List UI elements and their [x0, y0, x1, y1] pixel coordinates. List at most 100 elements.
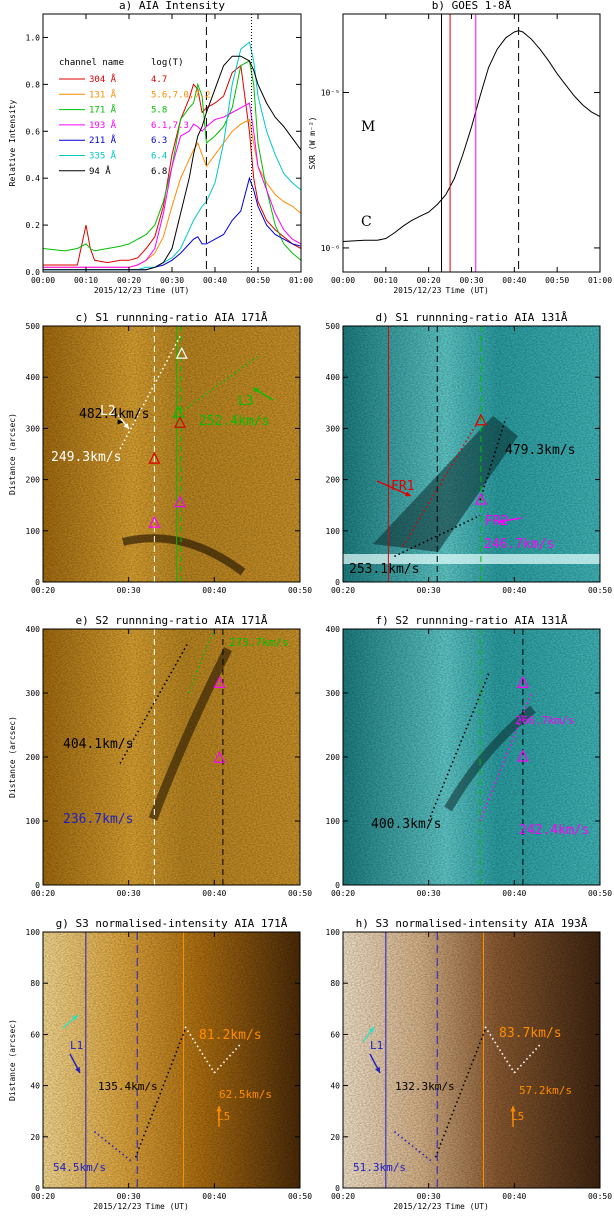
panel-title: c) S1 runnning-ratio AIA 171Å — [75, 311, 267, 324]
velocity-label: 246.7km/s — [484, 537, 554, 552]
arrow-head — [123, 423, 129, 429]
y-tick-label: 80 — [30, 979, 40, 988]
x-axis-label: Time (UT) — [146, 1202, 189, 1211]
velocity-label: 252.4km/s — [199, 414, 269, 429]
y-tick-label: 10⁻⁵ — [321, 89, 340, 98]
y-tick-label: 200 — [326, 753, 341, 762]
panel-title: b) GOES 1-8Å — [432, 0, 512, 12]
plot-frame — [42, 325, 301, 583]
y-tick-label: 400 — [326, 373, 341, 382]
x-tick-label: 00:50 — [246, 276, 270, 285]
y-tick-label: 0 — [335, 881, 340, 890]
x-axis-label: Time (UT) — [146, 286, 189, 295]
x-tick-label: 00:50 — [588, 586, 612, 595]
velocity-label: 236.7km/s — [63, 812, 133, 827]
triangle-marker — [516, 749, 529, 762]
dark-feature — [148, 646, 233, 821]
y-tick-label: 0 — [335, 578, 340, 587]
date-label: 2015/12/23 — [393, 1202, 441, 1211]
y-tick-label: 0 — [35, 881, 40, 890]
x-tick-label: 00:30 — [117, 1192, 141, 1201]
y-tick-label: 100 — [26, 527, 41, 536]
fit-dotted-line — [513, 1044, 541, 1074]
velocity-label: 479.3km/s — [505, 443, 575, 458]
legend-series-name: 335 Å — [89, 150, 117, 162]
date-label: 2015/12/23 — [94, 286, 142, 295]
velocity-label: 57.2km/s — [519, 1084, 572, 1097]
feature-label: FR1 — [391, 479, 414, 494]
fit-dotted-line — [434, 1028, 486, 1158]
series-line-3 — [43, 102, 302, 268]
arrow-head — [510, 1106, 516, 1112]
loop-label: L1 — [70, 1039, 83, 1052]
velocity-label: 62.5km/s — [219, 1088, 272, 1101]
velocity-label: 266.7km/s — [515, 714, 575, 727]
y-tick-label: 1.0 — [26, 33, 41, 42]
legend-series-logt: 6.1,7.3 — [151, 121, 189, 131]
triangle-marker — [474, 413, 487, 426]
velocity-label: 132.3km/s — [395, 1080, 455, 1093]
x-tick-label: 00:40 — [502, 1192, 526, 1201]
y-tick-label: 100 — [326, 817, 341, 826]
class-label-m: M — [361, 119, 375, 135]
triangle-marker — [516, 676, 529, 689]
y-tick-label: 0 — [335, 1184, 340, 1193]
legend-series-logt: 5.6,7.0,7.2 — [151, 90, 211, 100]
y-tick-label: 500 — [26, 322, 41, 331]
y-tick-label: 20 — [30, 1133, 40, 1142]
panel-title: e) S2 runnning-ratio AIA 171Å — [75, 614, 267, 627]
y-tick-label: 300 — [26, 424, 41, 433]
x-tick-label: 01:00 — [289, 276, 313, 285]
y-axis-label: Distance (arcsec) — [8, 716, 17, 798]
date-label: 2015/12/23 — [93, 1202, 141, 1211]
y-tick-label: 40 — [30, 1082, 40, 1091]
x-tick-label: 00:00 — [331, 276, 355, 285]
y-tick-label: 40 — [330, 1082, 340, 1091]
velocity-label: 249.3km/s — [51, 450, 121, 465]
arrow-head — [405, 491, 411, 497]
y-tick-label: 400 — [26, 625, 41, 634]
y-axis-label: Distance (arcsec) — [8, 413, 17, 495]
loop-label: L2 — [100, 404, 116, 419]
loop-label: L5 — [217, 1110, 230, 1123]
plot-frame — [342, 13, 601, 273]
triangle-marker — [474, 492, 487, 505]
series-line-0 — [43, 64, 302, 266]
feature-label: FR2 — [485, 514, 508, 529]
y-tick-label: 100 — [26, 817, 41, 826]
y-tick-label: 20 — [330, 1133, 340, 1142]
fit-dotted-line — [134, 1028, 186, 1158]
velocity-label: 482.4km/s — [79, 407, 149, 422]
y-tick-label: 0 — [35, 1184, 40, 1193]
x-tick-label: 00:20 — [31, 889, 55, 898]
x-tick-label: 00:20 — [417, 276, 441, 285]
x-axis-label: Time (UT) — [446, 1202, 489, 1211]
arrow-head — [498, 518, 504, 524]
panel-title: d) S1 runnning-ratio AIA 131Å — [375, 311, 567, 324]
heatmap-131-s2-texture — [343, 629, 600, 885]
plot-frame — [342, 931, 601, 1189]
legend-series-logt: 6.8 — [151, 167, 167, 177]
date-label: 2015/12/23 — [393, 286, 441, 295]
x-tick-label: 00:00 — [31, 276, 55, 285]
velocity-label: 83.7km/s — [499, 1026, 562, 1041]
x-tick-label: 00:30 — [417, 889, 441, 898]
x-tick-label: 00:50 — [288, 586, 312, 595]
y-tick-label: 60 — [330, 1030, 340, 1039]
panel-title: g) S3 normalised-intensity AIA 171Å — [56, 917, 288, 930]
heatmap-171-s2-texture — [43, 629, 300, 885]
y-axis-label: Relative Intensity — [8, 99, 17, 186]
y-tick-label: 0 — [35, 578, 40, 587]
x-tick-label: 00:40 — [202, 889, 226, 898]
bright-band — [343, 554, 600, 564]
x-tick-label: 00:50 — [588, 1192, 612, 1201]
legend-series-name: 131 Å — [89, 88, 117, 100]
x-tick-label: 00:30 — [417, 586, 441, 595]
x-tick-label: 00:40 — [502, 276, 526, 285]
arrow-head — [375, 1067, 380, 1073]
x-tick-label: 00:40 — [502, 586, 526, 595]
arrow-head — [75, 1067, 80, 1073]
x-tick-label: 00:40 — [203, 276, 227, 285]
dark-feature — [373, 416, 518, 552]
